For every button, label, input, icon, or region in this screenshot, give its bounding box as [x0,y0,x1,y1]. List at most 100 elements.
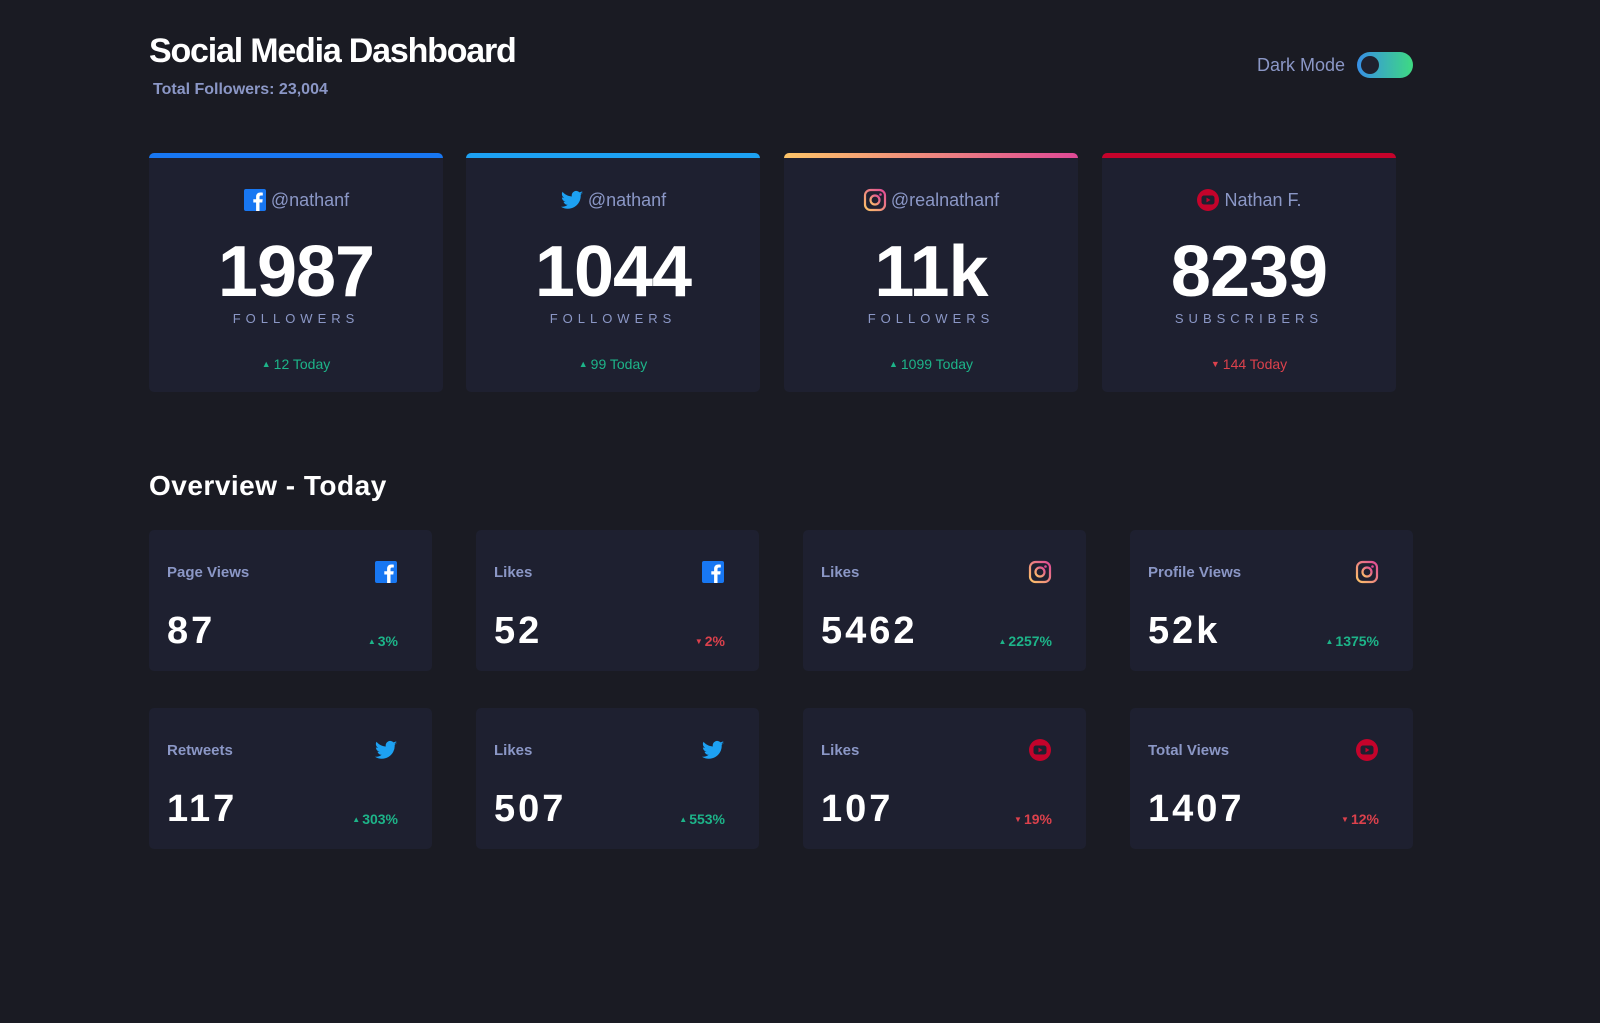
today-change-value: 99 Today [590,356,648,372]
up-arrow-icon: ▲ [679,815,688,824]
tile-youtube-likes[interactable]: Likes 107 ▼ 19% [803,708,1086,849]
tile-value: 1407 [1148,788,1245,830]
today-change: ▲ 99 Today [466,356,760,372]
tile-value: 5462 [821,610,918,652]
instagram-icon [1355,560,1379,584]
card-handle: @nathanf [587,189,667,210]
tile-value: 117 [167,788,238,830]
follower-label: FOLLOWERS [867,311,995,326]
down-arrow-icon: ▼ [1210,359,1220,369]
tile-change: ▲ 303% [352,811,398,827]
tile-label: Page Views [167,564,250,581]
facebook-icon [243,188,267,212]
facebook-icon [701,560,725,584]
card-facebook[interactable]: @nathanf 1987 FOLLOWERS ▲ 12 Today [149,153,443,392]
twitter-icon [560,188,584,212]
subscriber-label: SUBSCRIBERS [1174,311,1324,326]
card-handle: @realnathanf [890,189,1000,210]
tile-label: Likes [821,742,860,759]
up-arrow-icon: ▲ [1325,637,1334,646]
tile-twitter-retweets[interactable]: Retweets 117 ▲ 303% [149,708,432,849]
card-accent-bar [466,153,760,158]
card-instagram[interactable]: @realnathanf 11k FOLLOWERS ▲ 1099 Today [784,153,1078,392]
card-accent-bar [149,153,443,158]
tile-change: ▲ 553% [679,811,725,827]
tile-twitter-likes[interactable]: Likes 507 ▲ 553% [476,708,759,849]
tile-change-value: 12% [1350,811,1379,827]
youtube-icon [1028,738,1052,762]
tile-youtube-total-views[interactable]: Total Views 1407 ▼ 12% [1130,708,1413,849]
tile-label: Likes [821,564,860,581]
card-youtube[interactable]: Nathan F. 8239 SUBSCRIBERS ▼ 144 Today [1102,153,1396,392]
page-title: Social Media Dashboard [149,32,517,70]
tile-label: Likes [494,742,533,759]
dark-mode-toggle[interactable] [1357,52,1413,78]
today-change-value: 12 Today [273,356,331,372]
card-handle-row: @realnathanf [784,188,1078,212]
instagram-icon [1028,560,1052,584]
tile-value: 87 [167,610,216,652]
overview-title: Overview - Today [149,470,387,501]
down-arrow-icon: ▼ [694,637,703,646]
tile-value: 52k [1148,610,1221,652]
twitter-icon [374,738,398,762]
twitter-icon [701,738,725,762]
dashboard: Social Media Dashboard Total Followers: … [149,0,1413,849]
today-change-value: 144 Today [1222,356,1288,372]
tile-value: 507 [494,788,567,830]
tile-change: ▼ 12% [1341,811,1379,827]
tile-change: ▲ 3% [368,633,398,649]
follower-count: 11k [874,232,988,312]
card-handle: @nathanf [270,189,350,210]
follower-label: FOLLOWERS [549,311,677,326]
tile-change-value: 2% [704,633,725,649]
tile-change: ▲ 1375% [1325,633,1379,649]
total-followers: Total Followers: 23,004 [153,81,328,98]
follower-count: 1044 [534,232,692,312]
tile-change: ▼ 19% [1014,811,1052,827]
card-twitter[interactable]: @nathanf 1044 FOLLOWERS ▲ 99 Today [466,153,760,392]
down-arrow-icon: ▼ [1014,815,1022,824]
tile-facebook-page-views[interactable]: Page Views 87 ▲ 3% [149,530,432,671]
tile-change: ▲ 2257% [998,633,1052,649]
dark-mode-control: Dark Mode [1257,52,1413,78]
subscriber-count: 8239 [1170,232,1328,312]
dark-mode-label: Dark Mode [1256,54,1345,75]
tile-change: ▼ 2% [695,633,725,649]
instagram-icon [863,188,887,212]
down-arrow-icon: ▼ [1341,815,1349,824]
tile-label: Total Views [1148,742,1230,759]
tile-instagram-profile-views[interactable]: Profile Views 52k ▲ 1375% [1130,530,1413,671]
card-handle-row: @nathanf [466,188,760,212]
tile-label: Likes [494,564,533,581]
header: Social Media Dashboard Total Followers: … [149,0,1413,150]
tile-instagram-likes[interactable]: Likes 5462 ▲ 2257% [803,530,1086,671]
today-change: ▼ 144 Today [1102,356,1396,372]
up-arrow-icon: ▲ [261,359,271,369]
today-change-value: 1099 Today [900,356,974,372]
follower-count: 1987 [217,232,375,312]
youtube-icon [1355,738,1379,762]
tile-label: Profile Views [1148,564,1242,581]
up-arrow-icon: ▲ [578,359,588,369]
facebook-icon [374,560,398,584]
toggle-knob [1361,56,1379,74]
card-handle-row: Nathan F. [1102,188,1396,212]
tile-change-value: 1375% [1335,633,1379,649]
up-arrow-icon: ▲ [888,359,898,369]
tile-value: 52 [494,610,543,652]
up-arrow-icon: ▲ [367,637,376,646]
follower-cards: @nathanf 1987 FOLLOWERS ▲ 12 Today @natha… [149,153,1413,392]
card-accent-bar [784,153,1078,158]
card-handle: Nathan F. [1224,189,1302,210]
tile-change-value: 2257% [1008,633,1052,649]
tile-facebook-likes[interactable]: Likes 52 ▼ 2% [476,530,759,671]
tile-change-value: 553% [689,811,725,827]
tile-change-value: 3% [377,633,398,649]
tile-change-value: 303% [362,811,398,827]
tile-change-value: 19% [1023,811,1052,827]
up-arrow-icon: ▲ [998,637,1007,646]
follower-label: FOLLOWERS [232,311,360,326]
card-handle-row: @nathanf [149,188,443,212]
today-change: ▲ 1099 Today [784,356,1078,372]
